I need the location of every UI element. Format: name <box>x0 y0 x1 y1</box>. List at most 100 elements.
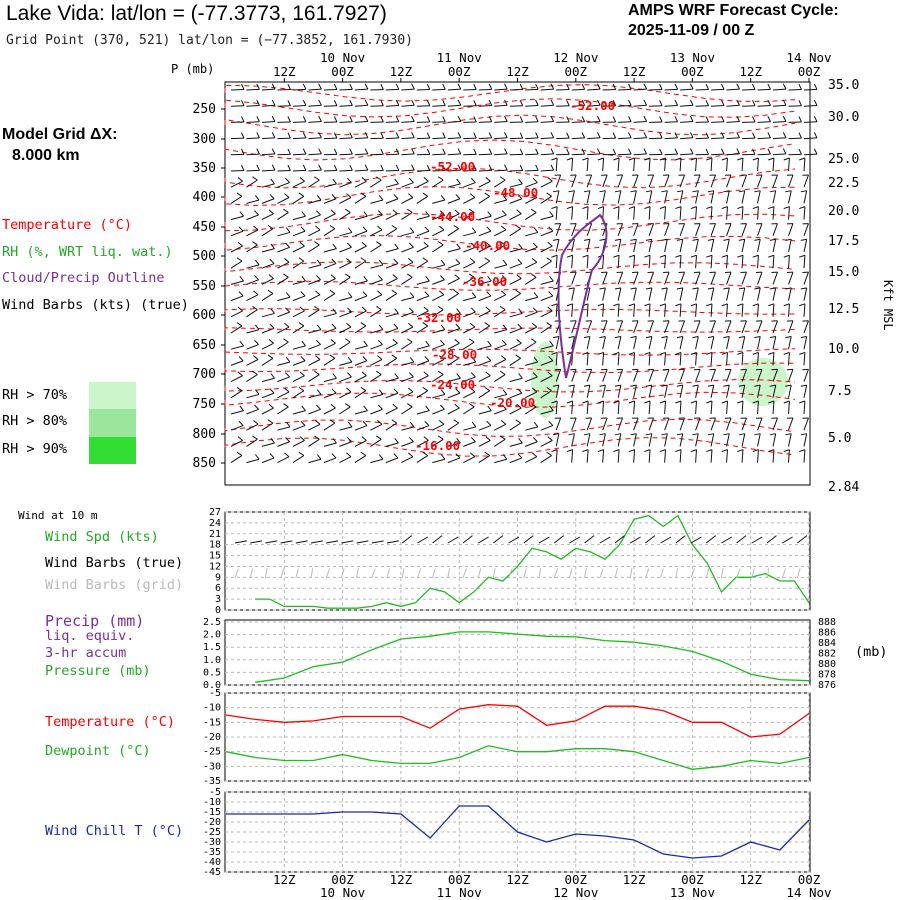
isotherm-line <box>224 327 796 333</box>
wind-barb-flag <box>659 157 666 161</box>
wind-barb <box>246 423 259 431</box>
wind-barb-flag <box>661 190 668 193</box>
wind-barb-flag <box>378 454 384 460</box>
wind-barb <box>447 442 461 447</box>
wind-barb <box>726 336 730 350</box>
model-grid-value: 8.000 km <box>12 147 80 164</box>
wind-barb <box>385 278 398 285</box>
wind-barb <box>788 400 790 415</box>
wind-barb-flag <box>283 338 289 343</box>
wind-barb-flag <box>239 405 244 411</box>
wind-barb-flag <box>531 452 538 458</box>
wind-barb <box>509 198 523 204</box>
wind-barb <box>339 341 351 350</box>
wind-barb <box>292 230 306 237</box>
wind-barb-flag <box>318 115 322 122</box>
wind-barb <box>339 406 351 415</box>
wind-barb <box>246 294 259 302</box>
wind-barb-flag <box>566 400 573 404</box>
wind-barb <box>246 393 260 399</box>
wind-barb <box>524 212 537 221</box>
wind-barb <box>664 352 667 366</box>
wind-barb <box>478 195 490 204</box>
wind-barb <box>555 336 560 350</box>
wind-barb <box>339 231 353 237</box>
wind-barb-flag <box>377 355 383 360</box>
surface-wind-barb <box>675 535 686 544</box>
wind-barb-flag <box>769 433 776 436</box>
wind-barb <box>277 361 291 366</box>
wind-barb <box>648 417 655 431</box>
wind-barb-flag <box>798 83 802 90</box>
wind-barb <box>602 400 605 415</box>
wind-barb-flag <box>236 322 243 327</box>
wind-barb <box>308 423 321 431</box>
wind-barb-flag <box>318 99 322 106</box>
legend-rh80-swatch <box>89 409 136 437</box>
wind-barb <box>354 325 367 334</box>
wind-barb <box>401 361 415 366</box>
wind-barb <box>385 153 399 156</box>
wind-barb-flag <box>689 132 694 138</box>
wind-barb-flag <box>628 99 632 106</box>
wind-barb <box>788 287 792 301</box>
forecast-cycle-value: 2025-11-09 / 00 Z <box>628 22 755 39</box>
wind-barb <box>401 326 414 334</box>
wind-barb <box>401 376 414 383</box>
wind-barb <box>447 327 461 334</box>
wind-barb <box>695 239 699 253</box>
wind-barb-flag <box>252 241 258 246</box>
wind-barb-flag <box>442 116 446 122</box>
wind-barb-flag <box>546 451 552 456</box>
wind-barb <box>617 449 620 463</box>
wind-barb-flag <box>500 225 507 231</box>
wind-barb <box>788 190 792 204</box>
wind-barb <box>757 369 763 382</box>
wind-barb-flag <box>547 177 553 182</box>
wind-barb-flag <box>485 436 491 441</box>
wind-barb <box>354 153 368 156</box>
wind-barb <box>710 223 716 236</box>
height-tick-label: 12.5 <box>828 302 859 317</box>
wind-barb <box>261 377 275 383</box>
wind-barb-flag <box>473 132 477 139</box>
wind-barb <box>339 296 353 302</box>
surface-wind-barb-grid <box>523 568 527 579</box>
surface-wind-barb-grid <box>614 568 619 579</box>
wind-barb <box>648 384 653 398</box>
surface-wind-barb-grid <box>766 568 770 579</box>
wind-barb <box>726 104 740 107</box>
wind-barb <box>370 264 384 269</box>
wind-speed-ytick-label: 9 <box>215 572 221 583</box>
wind-barb-flag <box>551 303 558 307</box>
wind-barb <box>354 440 367 447</box>
wind-barb-flag <box>519 132 524 139</box>
wind-barb-flag <box>299 177 305 182</box>
wind-barb <box>664 157 667 172</box>
wind-barb <box>586 287 591 301</box>
wind-barb <box>261 248 275 253</box>
surface-wind-barb-grid <box>295 568 299 579</box>
wind-barb-flag <box>236 192 243 197</box>
wind-barb-flag <box>737 351 744 355</box>
wind-barb-flag <box>515 289 521 294</box>
wind-barb <box>230 180 243 188</box>
wind-barb-flag <box>316 324 322 330</box>
wind-barb <box>339 169 353 172</box>
wind-barb-flag <box>270 243 275 249</box>
wind-barb <box>772 137 787 140</box>
wind-barb <box>695 303 698 317</box>
isotherm-label: -52.00 <box>570 98 615 113</box>
surface-wind-barb-grid <box>538 568 542 579</box>
wind-barb <box>463 296 476 302</box>
wind-barb-flag <box>501 339 507 345</box>
wind-barb-flag <box>254 404 259 410</box>
wind-barb <box>633 449 636 463</box>
wind-barb <box>230 360 244 366</box>
wind-barb-flag <box>752 206 759 210</box>
wind-barb <box>323 377 337 383</box>
bottom-hour-label: 12Z <box>506 872 529 887</box>
wind-barb <box>525 121 539 123</box>
wind-barb-flag <box>705 116 710 123</box>
precip-ytick-label: 0.0 <box>203 680 221 691</box>
